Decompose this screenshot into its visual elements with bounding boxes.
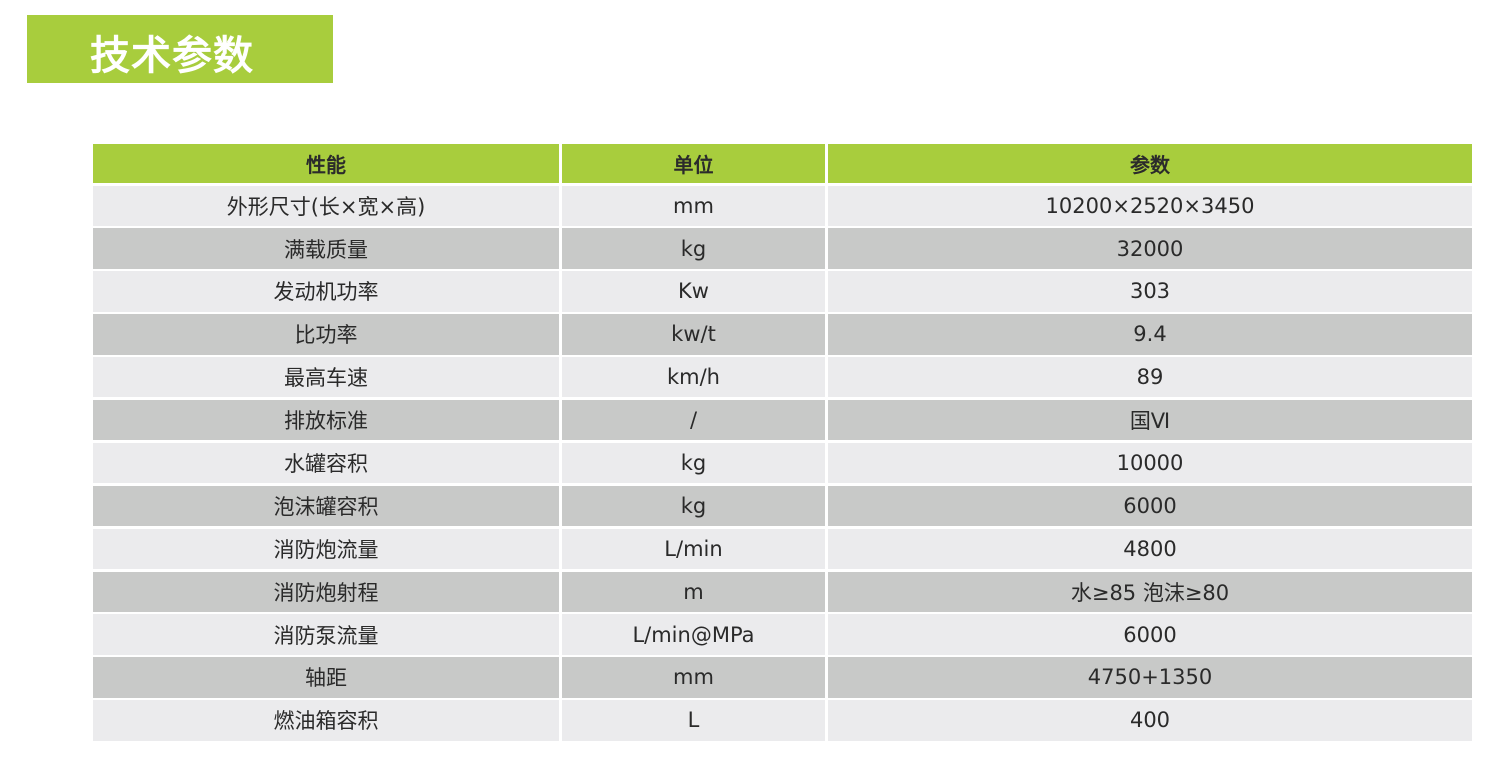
value-cell: 303 xyxy=(828,271,1472,312)
unit-cell: mm xyxy=(562,657,825,698)
value-cell: 89 xyxy=(828,357,1472,398)
value-cell: 4800 xyxy=(828,528,1472,570)
performance-cell: 轴距 xyxy=(93,657,559,698)
unit-cell: kg xyxy=(562,442,825,484)
value-cell: 32000 xyxy=(828,228,1472,269)
unit-cell: / xyxy=(562,399,825,441)
performance-cell: 发动机功率 xyxy=(93,271,559,312)
unit-cell: L xyxy=(562,700,825,741)
value-cell: 6000 xyxy=(828,614,1472,655)
unit-cell: L/min xyxy=(562,528,825,570)
value-cell: 水≥85 泡沫≥80 xyxy=(828,571,1472,612)
unit-cell: kw/t xyxy=(562,314,825,355)
value-cell: 10200×2520×3450 xyxy=(828,185,1472,226)
header-value: 参数 xyxy=(828,144,1472,183)
performance-cell: 燃油箱容积 xyxy=(93,700,559,741)
section-title-banner: 技术参数 xyxy=(27,15,333,83)
performance-cell: 满载质量 xyxy=(93,228,559,269)
spec-table: 性能 单位 参数 外形尺寸(长×宽×高) mm 10200×2520×3450 满载质… xyxy=(93,144,1472,741)
performance-cell: 外形尺寸(长×宽×高) xyxy=(93,185,559,226)
unit-cell: L/min@MPa xyxy=(562,614,825,655)
header-performance: 性能 xyxy=(93,144,559,183)
performance-cell: 泡沫罐容积 xyxy=(93,485,559,527)
unit-cell: mm xyxy=(562,185,825,226)
performance-cell: 消防炮射程 xyxy=(93,571,559,612)
section-title: 技术参数 xyxy=(90,33,254,79)
value-cell: 国Ⅵ xyxy=(828,399,1472,441)
unit-cell: kg xyxy=(562,485,825,527)
value-cell: 9.4 xyxy=(828,314,1472,355)
performance-cell: 消防炮流量 xyxy=(93,528,559,570)
header-unit: 单位 xyxy=(562,144,825,183)
value-cell: 4750+1350 xyxy=(828,657,1472,698)
unit-cell: km/h xyxy=(562,357,825,398)
value-cell: 6000 xyxy=(828,485,1472,527)
performance-cell: 水罐容积 xyxy=(93,442,559,484)
value-cell: 10000 xyxy=(828,442,1472,484)
performance-cell: 消防泵流量 xyxy=(93,614,559,655)
performance-cell: 最高车速 xyxy=(93,357,559,398)
unit-cell: m xyxy=(562,571,825,612)
performance-cell: 排放标准 xyxy=(93,399,559,441)
unit-cell: kg xyxy=(562,228,825,269)
unit-cell: Kw xyxy=(562,271,825,312)
value-cell: 400 xyxy=(828,700,1472,741)
performance-cell: 比功率 xyxy=(93,314,559,355)
